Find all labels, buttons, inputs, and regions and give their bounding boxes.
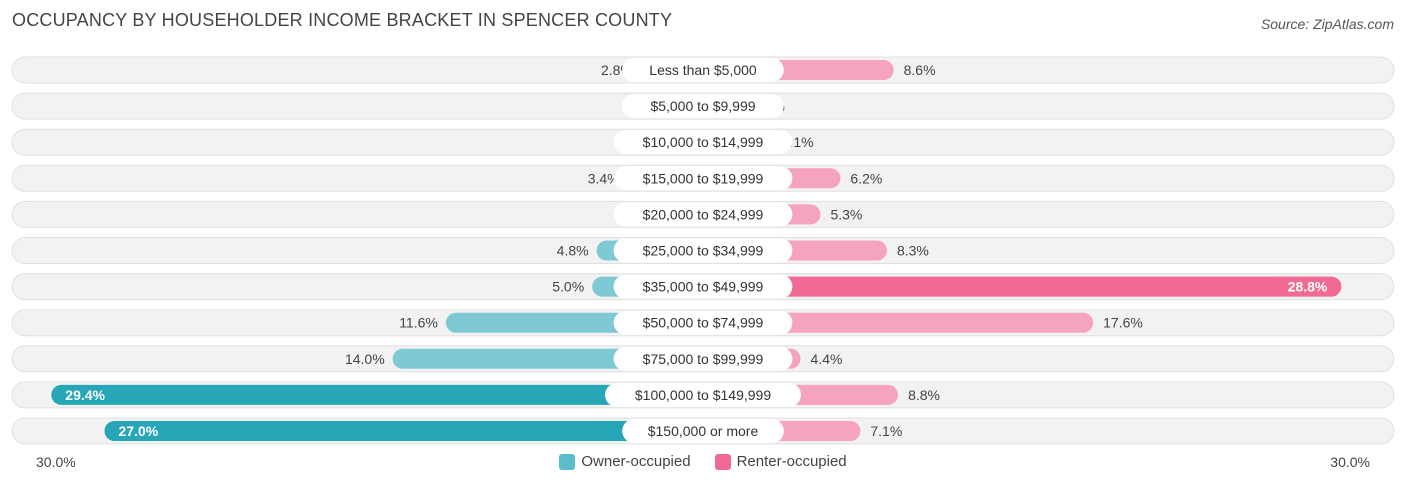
category-label: $20,000 to $24,999 [643, 206, 764, 222]
owner-value-label: 5.0% [552, 279, 584, 295]
category-label-background [622, 94, 784, 119]
category-label: $5,000 to $9,999 [650, 98, 755, 114]
legend-swatch-renter [714, 453, 731, 470]
renter-value-label: 5.3% [830, 206, 862, 222]
renter-value-label: 4.4% [811, 351, 843, 367]
category-label: $50,000 to $74,999 [643, 315, 764, 331]
owner-value-label: 27.0% [119, 423, 159, 439]
category-label: $35,000 to $49,999 [643, 279, 764, 295]
owner-bar [51, 384, 704, 405]
category-label-background [622, 419, 784, 443]
category-label: $75,000 to $99,999 [643, 351, 764, 367]
renter-value-label: 8.6% [904, 62, 936, 78]
category-label: $10,000 to $14,999 [643, 134, 764, 150]
chart-title: OCCUPANCY BY HOUSEHOLDER INCOME BRACKET … [12, 10, 673, 30]
category-label: $25,000 to $34,999 [643, 243, 764, 259]
legend-item-owner: Owner-occupied [559, 453, 691, 470]
category-label-background [605, 382, 801, 407]
category-label-background [613, 130, 793, 155]
diverging-bar-chart: 2.8%8.6%Less than $5,0000.13%1.8%$5,000 … [11, 56, 1395, 445]
renter-bar [703, 276, 1342, 297]
renter-value-label: 8.8% [908, 387, 940, 403]
category-label: Less than $5,000 [649, 62, 757, 78]
category-label-background [613, 166, 793, 191]
category-label-background [622, 58, 784, 82]
legend-label-renter: Renter-occupied [736, 453, 847, 470]
category-label: $15,000 to $19,999 [643, 170, 764, 186]
owner-value-label: 11.6% [399, 315, 438, 331]
category-label-background [613, 310, 793, 335]
owner-value-label: 3.4% [588, 170, 620, 186]
legend-label-owner: Owner-occupied [581, 453, 691, 470]
legend: Owner-occupied Renter-occupied [0, 453, 1406, 470]
chart-source: Source: ZipAtlas.com [1260, 16, 1394, 32]
category-label-background [613, 202, 793, 227]
legend-item-renter: Renter-occupied [714, 453, 847, 470]
owner-bar [104, 421, 703, 441]
owner-value-label: 29.4% [65, 387, 105, 403]
legend-swatch-owner [559, 453, 576, 470]
category-label-background [613, 238, 793, 263]
renter-value-label: 17.6% [1103, 315, 1143, 331]
renter-value-label: 7.1% [870, 423, 902, 439]
category-label: $100,000 to $149,999 [635, 387, 771, 403]
category-label: $150,000 or more [648, 423, 759, 439]
owner-value-label: 14.0% [345, 351, 385, 367]
category-label-background [613, 346, 793, 371]
renter-bar [703, 312, 1094, 333]
category-label-background [613, 274, 793, 299]
renter-value-label: 28.8% [1288, 279, 1328, 295]
renter-value-label: 6.2% [850, 170, 882, 186]
axis-left-label: 30.0% [36, 454, 76, 470]
owner-value-label: 4.8% [557, 243, 589, 259]
axis-right-label: 30.0% [1330, 454, 1370, 470]
renter-value-label: 8.3% [897, 243, 929, 259]
